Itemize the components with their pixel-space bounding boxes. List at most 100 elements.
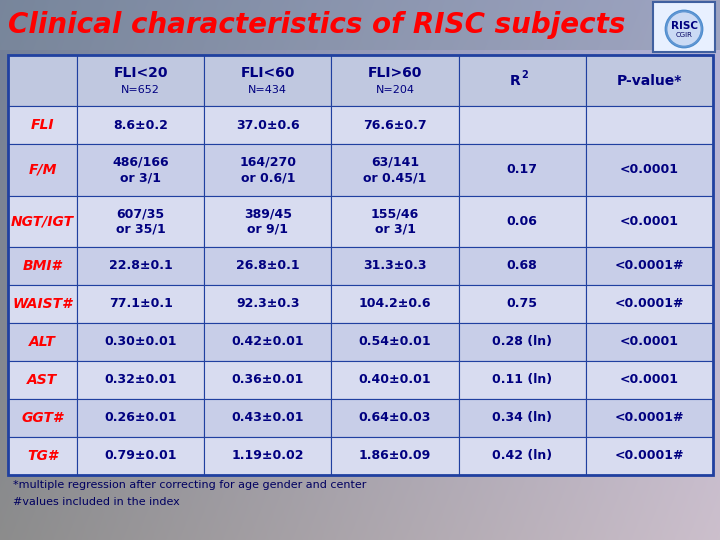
Text: 37.0±0.6: 37.0±0.6 [236, 119, 300, 132]
Bar [8, 106, 77, 144]
Bar [8, 437, 77, 475]
Text: 1.86±0.09: 1.86±0.09 [359, 449, 431, 462]
Text: FLI>60: FLI>60 [368, 66, 422, 80]
Text: BMI#: BMI# [23, 259, 62, 273]
Text: F/M: F/M [28, 163, 57, 177]
Text: <0.0001: <0.0001 [620, 374, 679, 387]
Text: <0.0001: <0.0001 [620, 215, 679, 228]
Bar [459, 323, 586, 361]
Bar [77, 247, 204, 285]
Text: <0.0001#: <0.0001# [615, 298, 684, 310]
Bar [77, 195, 204, 247]
Bar [586, 144, 713, 195]
Bar [331, 399, 459, 437]
Text: 0.54±0.01: 0.54±0.01 [359, 335, 431, 348]
Text: 0.28 (ln): 0.28 (ln) [492, 335, 552, 348]
Text: RISC: RISC [670, 21, 698, 31]
Bar [586, 55, 713, 106]
Text: WAIST#: WAIST# [13, 297, 73, 311]
Bar [204, 247, 331, 285]
Bar [331, 285, 459, 323]
Bar [586, 195, 713, 247]
Bar [8, 323, 77, 361]
Text: 0.30±0.01: 0.30±0.01 [104, 335, 177, 348]
Bar [77, 437, 204, 475]
Bar [8, 55, 77, 106]
Bar [77, 55, 204, 106]
Text: 8.6±0.2: 8.6±0.2 [113, 119, 168, 132]
Bar [204, 195, 331, 247]
Text: 22.8±0.1: 22.8±0.1 [109, 259, 173, 273]
Text: <0.0001#: <0.0001# [615, 259, 684, 273]
Bar [459, 399, 586, 437]
Bar [204, 144, 331, 195]
Bar [204, 285, 331, 323]
Bar [204, 55, 331, 106]
Bar [331, 247, 459, 285]
Text: 0.68: 0.68 [507, 259, 538, 273]
Text: 0.17: 0.17 [507, 164, 538, 177]
Bar [204, 323, 331, 361]
Bar [77, 285, 204, 323]
Text: #values included in the index: #values included in the index [13, 497, 180, 507]
Text: 76.6±0.7: 76.6±0.7 [363, 119, 427, 132]
Bar [77, 144, 204, 195]
Bar [77, 323, 204, 361]
Text: 0.75: 0.75 [507, 298, 538, 310]
Bar [459, 144, 586, 195]
Text: FLI: FLI [31, 118, 54, 132]
Bar [331, 195, 459, 247]
Text: TG#: TG# [27, 449, 58, 463]
Bar [8, 399, 77, 437]
Text: 607/35
or 35/1: 607/35 or 35/1 [116, 207, 166, 235]
Bar [459, 437, 586, 475]
Text: CGIR: CGIR [675, 32, 693, 38]
Bar [8, 55, 713, 475]
Bar [331, 106, 459, 144]
Bar [8, 144, 77, 195]
Text: 0.64±0.03: 0.64±0.03 [359, 411, 431, 424]
Text: GGT#: GGT# [22, 411, 63, 425]
Text: FLI<60: FLI<60 [240, 66, 295, 80]
Bar [77, 399, 204, 437]
Text: AST: AST [27, 373, 58, 387]
Text: P-value*: P-value* [617, 73, 682, 87]
Bar [331, 361, 459, 399]
Text: 0.42 (ln): 0.42 (ln) [492, 449, 552, 462]
Bar [331, 437, 459, 475]
Text: 0.34 (ln): 0.34 (ln) [492, 411, 552, 424]
Text: 104.2±0.6: 104.2±0.6 [359, 298, 431, 310]
Bar [586, 285, 713, 323]
Bar [459, 285, 586, 323]
Text: 0.26±0.01: 0.26±0.01 [104, 411, 177, 424]
Text: <0.0001: <0.0001 [620, 164, 679, 177]
Text: 0.36±0.01: 0.36±0.01 [232, 374, 304, 387]
Text: *multiple regression after correcting for age gender and center: *multiple regression after correcting fo… [13, 480, 366, 490]
Text: <0.0001: <0.0001 [620, 335, 679, 348]
Bar [204, 399, 331, 437]
Text: ALT: ALT [29, 335, 56, 349]
Circle shape [666, 11, 702, 47]
Text: Clinical characteristics of RISC subjects: Clinical characteristics of RISC subject… [8, 11, 626, 39]
Text: N=652: N=652 [121, 85, 160, 94]
Bar [586, 399, 713, 437]
Bar [586, 361, 713, 399]
Bar [8, 285, 77, 323]
Text: <0.0001#: <0.0001# [615, 411, 684, 424]
Text: 77.1±0.1: 77.1±0.1 [109, 298, 173, 310]
Bar [459, 247, 586, 285]
Text: 0.32±0.01: 0.32±0.01 [104, 374, 177, 387]
Text: NGT/IGT: NGT/IGT [11, 214, 74, 228]
Bar [77, 106, 204, 144]
Bar [653, 2, 715, 52]
Text: R: R [510, 73, 521, 87]
Bar [459, 361, 586, 399]
Bar [0, 0, 720, 50]
Bar [8, 247, 77, 285]
Text: 63/141
or 0.45/1: 63/141 or 0.45/1 [364, 156, 427, 184]
Text: <0.0001#: <0.0001# [615, 449, 684, 462]
Bar [586, 247, 713, 285]
Bar [459, 106, 586, 144]
Bar [586, 106, 713, 144]
Bar [459, 195, 586, 247]
